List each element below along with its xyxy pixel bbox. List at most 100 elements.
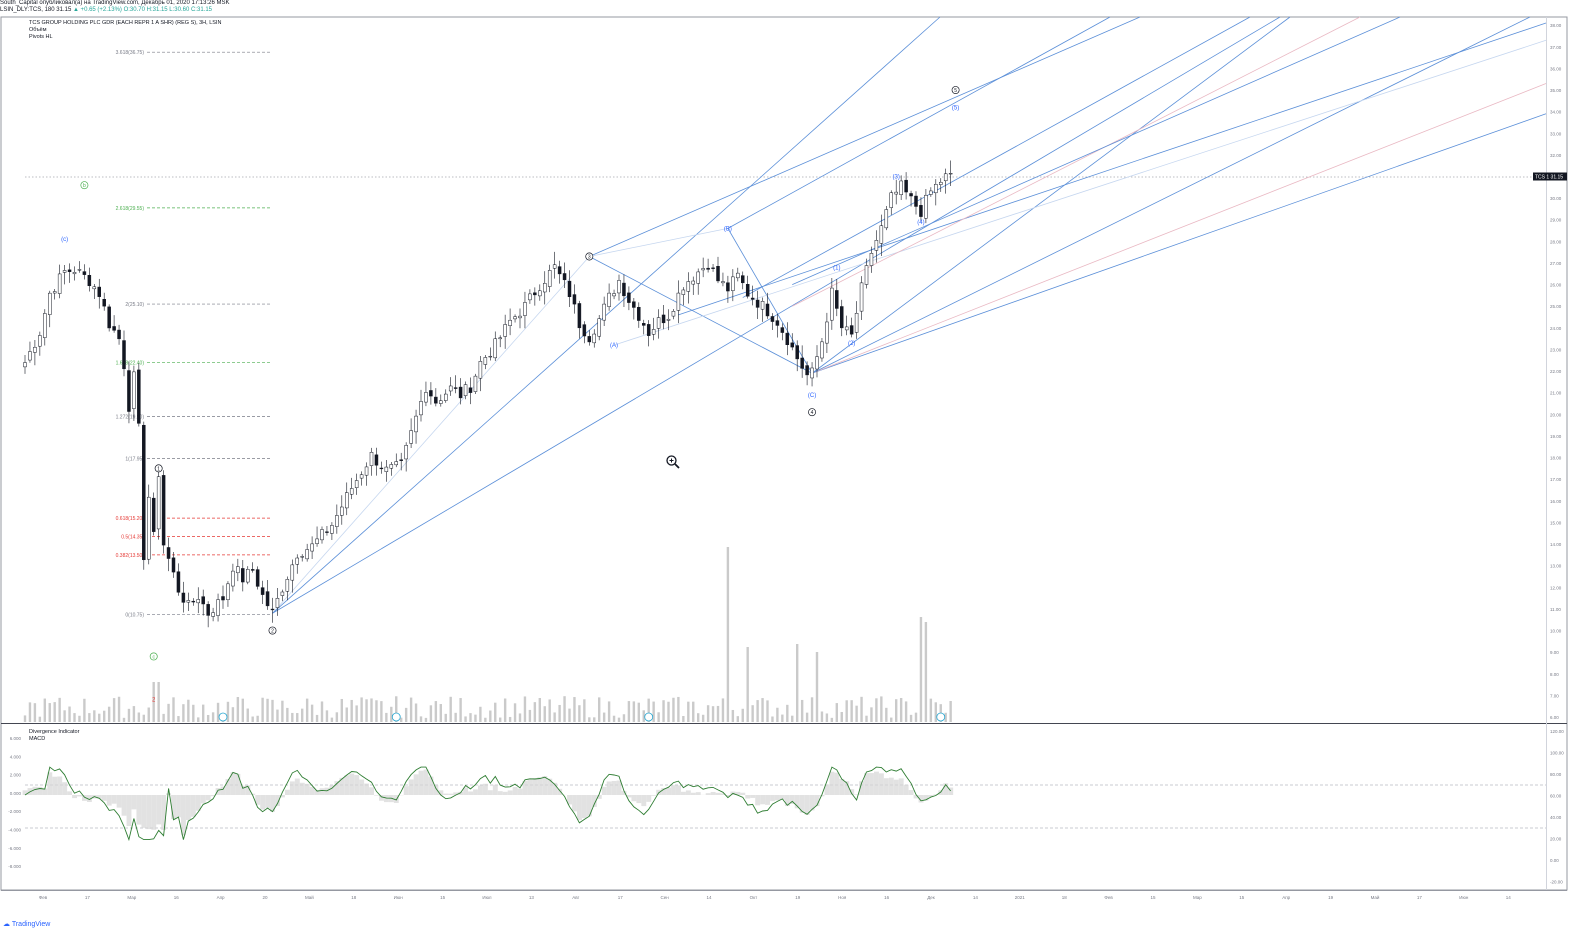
dividend-marker (936, 712, 946, 722)
volume-bar (538, 698, 541, 722)
macd-histogram-bar (770, 795, 775, 802)
candle-body (686, 281, 691, 292)
candle-body (409, 430, 413, 444)
macd-histogram-bar (126, 795, 132, 827)
candle-body (567, 280, 572, 298)
candle-body (820, 341, 824, 359)
volume-bar (182, 704, 185, 722)
candle-body (419, 401, 423, 416)
tradingview-logo[interactable]: ☁ TradingView (3, 920, 50, 928)
volume-bar (494, 702, 497, 722)
candle-body (468, 387, 473, 393)
macd-histogram-bar (765, 795, 770, 805)
candle-body (948, 173, 953, 175)
divergence-indicator-label[interactable]: Divergence Indicator (29, 729, 80, 735)
macd-histogram-bar (735, 791, 741, 795)
macd-histogram-bar (705, 793, 711, 795)
macd-histogram-bar (235, 773, 241, 795)
wave-circle (268, 626, 277, 635)
candle-body (206, 604, 210, 616)
volume-bar (78, 715, 81, 722)
pitchfork-fan-lines[interactable] (272, 16, 1547, 614)
fan-line (678, 22, 1547, 316)
candle-body (503, 324, 507, 337)
macd-histogram-bar (245, 785, 251, 795)
volume-bar (246, 708, 249, 722)
volume-bar (860, 696, 863, 722)
candle-body (315, 538, 319, 544)
price-tick-label: 17.00 (1550, 477, 1562, 482)
osc-tick-label: 20.00 (1550, 837, 1562, 842)
time-tick-label: Ноя (838, 895, 847, 900)
main-pane-legend[interactable]: TCS GROUP HOLDING PLC GDR (EACH REPR 1 A… (29, 20, 221, 41)
macd-histogram-bar (715, 792, 721, 795)
volume-bar (301, 708, 304, 722)
wave-label: (3) (893, 175, 900, 181)
macd-histogram-bar (854, 794, 860, 795)
volume-bar (692, 701, 695, 722)
volume-bar (904, 701, 908, 722)
macd-pane: 120.00 100.00 80.00 60.00 40.00 20.00 0.00 -20.… (8, 729, 1564, 885)
fib-level-label: 1.272(19.90) (116, 414, 145, 420)
candle-body (181, 592, 186, 603)
macd-histogram-bar (725, 795, 731, 797)
candle-body (246, 569, 250, 583)
macd-histogram-bar (849, 789, 855, 795)
macd-histogram-bar (557, 788, 563, 795)
candle-body (444, 393, 448, 401)
macd-histogram-bar (57, 776, 63, 795)
zoom-cursor-icon (666, 455, 680, 469)
candle-body (448, 385, 453, 392)
candle-body (102, 298, 106, 307)
macd-histogram-bar (403, 786, 409, 795)
macd-histogram-bar (294, 778, 300, 795)
volume-bar (434, 701, 438, 722)
fibonacci-extension[interactable]: 3.618(36.75) 2.618(29.55) 2(25.10) 1.618(22… (116, 50, 270, 618)
candle-body (221, 596, 225, 601)
candle-body (330, 525, 334, 534)
candle-body (597, 318, 601, 337)
volume-bar (489, 710, 492, 722)
time-tick-label: 19 (1328, 895, 1334, 900)
volume-bar (805, 712, 809, 722)
volume-bar (741, 708, 744, 722)
volume-bar (454, 712, 457, 722)
candle-body (231, 570, 235, 587)
price-axis[interactable]: 38.0037.0036.0035.0034.0033.0032.0031.00… (1550, 23, 1562, 720)
time-tick-label: 14 (1506, 895, 1512, 900)
oscillator-legend[interactable]: Divergence Indicator MACD (29, 729, 79, 743)
volume-indicator-label[interactable]: Объём (29, 27, 47, 33)
volume-bar (578, 705, 581, 722)
candle-body (562, 273, 567, 281)
macd-histogram-bar (740, 792, 746, 795)
pivots-indicator-label[interactable]: Pivots HL (29, 34, 53, 40)
candle-body (399, 459, 403, 461)
fan-line (272, 256, 590, 614)
candle-body (651, 329, 656, 335)
macd-histogram-bar (789, 795, 795, 804)
macd-label[interactable]: MACD (29, 736, 46, 742)
candle-body (82, 271, 87, 275)
volume-bar (479, 706, 482, 722)
time-tick-label: Авг (572, 895, 579, 900)
volume-bar (796, 644, 799, 722)
candle-body (488, 355, 493, 358)
macd-histogram-bar (116, 795, 122, 808)
volume-bar (637, 702, 640, 722)
volume-bar (825, 713, 829, 722)
macd-histogram-bar (111, 795, 117, 804)
macd-histogram-bar (230, 772, 236, 795)
elliott-wave-labels[interactable]: b (c) c 2 1 2 3 (A) (B) (C) 4 (1) (2) (3) (4) (5) 5 (61, 86, 960, 704)
volume-bar (68, 706, 71, 722)
time-axis[interactable]: Фев 17 Мар 16 Апр 20 Май 18 Июн 15 Июл 13 Авг 17 Сен 14… (39, 894, 1511, 900)
candle-body (800, 357, 804, 369)
time-tick-label: Май (305, 894, 314, 900)
volume-bar (830, 717, 834, 722)
volume-bar (459, 698, 462, 722)
candle-body (543, 283, 547, 293)
candle-body (765, 303, 770, 317)
volume-bar (800, 699, 804, 722)
volume-bar (291, 712, 294, 722)
macd-histogram-bar (393, 795, 399, 803)
